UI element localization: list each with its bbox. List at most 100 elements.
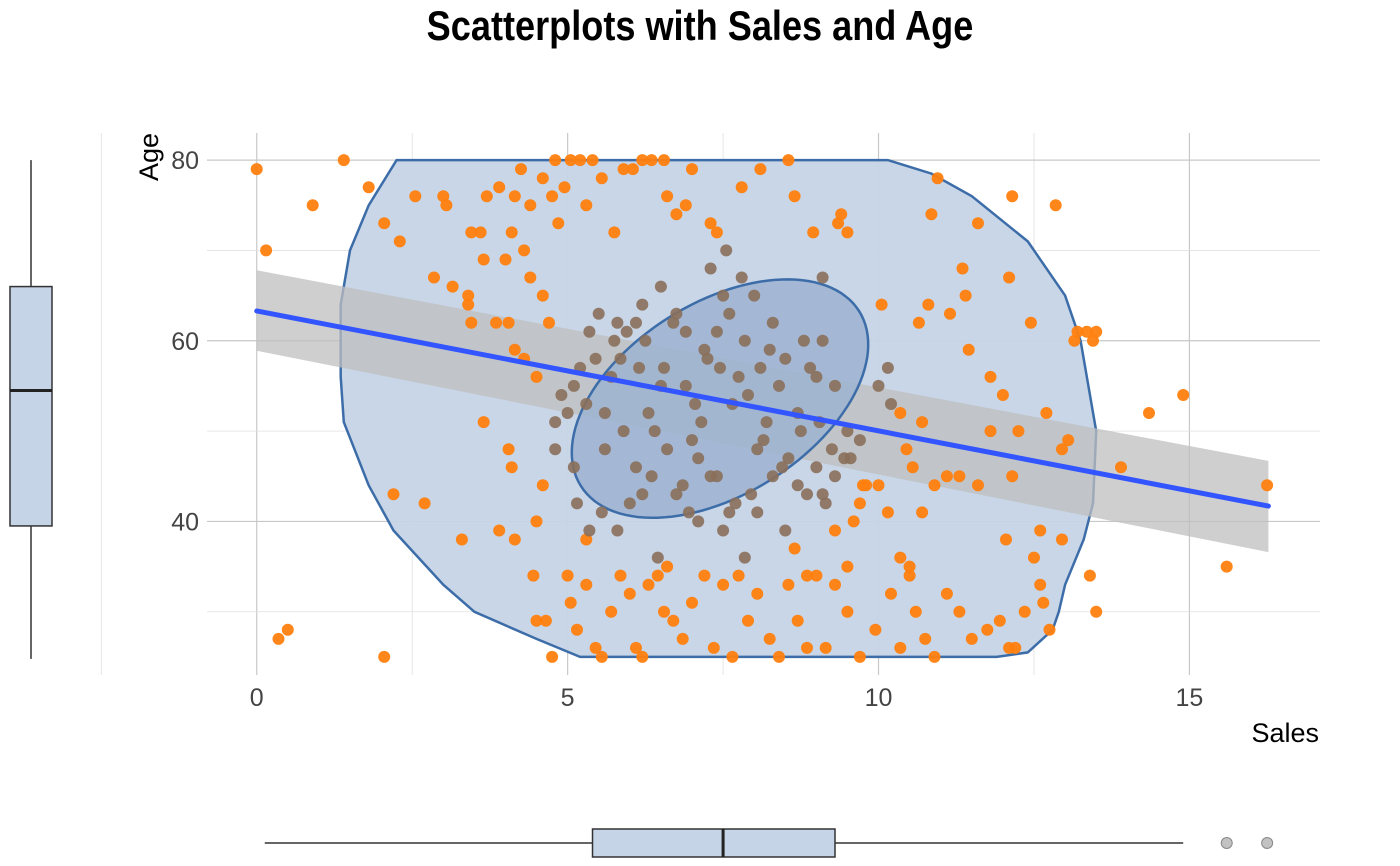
data-point	[841, 425, 854, 438]
x-tick-label: 0	[250, 684, 264, 712]
data-point	[645, 154, 658, 167]
data-point	[710, 325, 723, 338]
data-point	[869, 623, 882, 636]
data-point	[614, 352, 627, 365]
data-point	[580, 398, 593, 410]
data-point	[698, 569, 711, 582]
x-tick-label: 5	[561, 684, 575, 712]
data-point	[801, 641, 813, 654]
data-point	[1261, 479, 1274, 492]
data-point	[530, 515, 543, 528]
data-point	[567, 461, 580, 474]
data-point	[623, 497, 636, 510]
data-point	[993, 614, 1006, 627]
data-point	[794, 425, 807, 438]
data-point	[564, 596, 577, 609]
data-point	[972, 479, 984, 492]
data-point	[732, 370, 745, 383]
data-point	[686, 434, 698, 447]
data-point	[393, 235, 406, 248]
data-point	[829, 578, 841, 591]
data-point	[1024, 316, 1037, 329]
data-point	[642, 578, 655, 591]
data-point	[894, 641, 907, 654]
data-point	[658, 605, 670, 618]
data-point	[474, 226, 487, 239]
data-point	[633, 361, 646, 374]
data-point	[984, 425, 997, 438]
data-point	[819, 497, 832, 510]
data-point	[710, 470, 723, 483]
data-point	[546, 190, 559, 203]
data-point	[679, 379, 692, 392]
data-point	[984, 370, 997, 383]
data-point	[710, 226, 723, 239]
data-point	[766, 316, 779, 329]
data-point	[477, 416, 490, 429]
data-point	[779, 352, 792, 365]
data-point	[791, 479, 804, 492]
data-point	[571, 623, 583, 636]
data-point	[611, 524, 624, 537]
data-point	[925, 208, 938, 221]
data-point	[598, 443, 611, 456]
data-point	[922, 298, 935, 311]
data-point	[543, 316, 555, 329]
data-point	[1049, 199, 1062, 212]
data-point	[493, 181, 506, 194]
data-point	[689, 398, 702, 410]
data-point	[763, 632, 776, 645]
data-point	[1062, 434, 1075, 447]
data-point	[524, 199, 537, 212]
data-point	[763, 343, 776, 356]
data-point	[676, 479, 689, 492]
data-point	[940, 587, 953, 600]
x-tick-label: 15	[1176, 684, 1204, 712]
data-point	[1056, 443, 1068, 456]
data-point	[701, 352, 714, 365]
data-point	[717, 578, 730, 591]
data-point	[754, 163, 767, 176]
data-point	[900, 443, 913, 456]
data-point	[462, 289, 475, 302]
data-point	[524, 271, 537, 284]
data-point	[714, 361, 726, 374]
data-point	[614, 569, 627, 582]
data-point	[580, 578, 593, 591]
data-point	[1000, 533, 1012, 546]
data-point	[829, 470, 841, 483]
data-point	[742, 614, 754, 627]
data-point	[996, 389, 1009, 401]
data-point	[260, 244, 273, 257]
data-point	[530, 370, 543, 383]
data-point	[909, 605, 922, 618]
data-point	[738, 334, 751, 347]
data-point	[835, 208, 848, 221]
data-point	[872, 479, 885, 492]
data-point	[844, 452, 857, 465]
data-point	[455, 533, 468, 546]
data-point	[875, 298, 888, 311]
data-point	[378, 217, 391, 230]
data-point	[428, 271, 440, 284]
data-point	[959, 289, 972, 302]
data-point	[1018, 605, 1031, 618]
data-point	[515, 163, 527, 176]
x-axis-ticks: 0 5 10 15	[250, 684, 1204, 712]
data-point	[704, 262, 717, 275]
data-point	[546, 650, 559, 663]
data-point	[679, 325, 692, 338]
data-point	[953, 605, 966, 618]
data-point	[776, 461, 789, 474]
data-point	[605, 605, 618, 618]
data-point	[829, 524, 841, 537]
data-point	[437, 190, 450, 203]
data-point	[695, 416, 708, 429]
x-axis-label: Sales	[1251, 718, 1319, 748]
data-point	[810, 370, 823, 383]
data-point	[841, 605, 854, 618]
data-point	[773, 650, 785, 663]
data-point	[552, 217, 565, 230]
data-points	[250, 154, 1274, 663]
data-point	[337, 154, 350, 167]
